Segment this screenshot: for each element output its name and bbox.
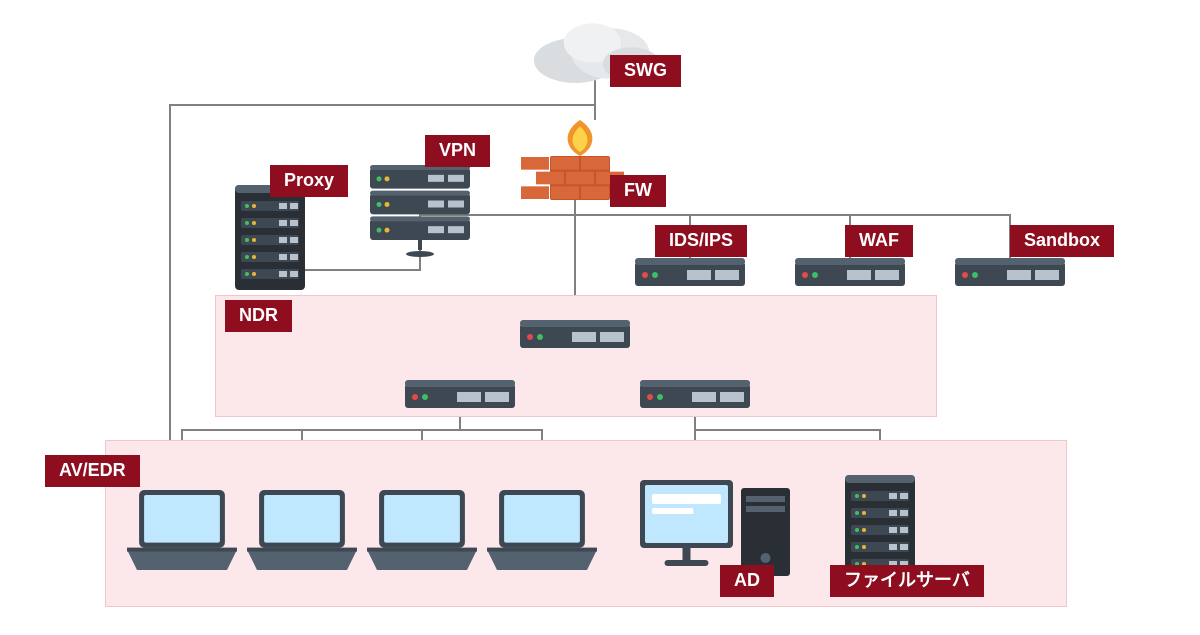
firewall-icon-firewall [550,120,610,200]
laptop-icon-lap4 [487,490,597,570]
label-proxy: Proxy [270,165,348,197]
laptop-icon-lap3 [367,490,477,570]
label-ndr: NDR [225,300,292,332]
label-swg: SWG [610,55,681,87]
rack1u-icon-sandbox [955,258,1065,286]
label-ids: IDS/IPS [655,225,747,257]
network-diagram: { "diagram": { "type": "network", "canva… [0,0,1200,635]
label-vpn: VPN [425,135,490,167]
laptop-icon-lap1 [127,490,237,570]
rack1u-icon-sw1 [520,320,630,348]
tower-icon-proxy [235,185,305,290]
label-avedr: AV/EDR [45,455,140,487]
laptop-icon-lap2 [247,490,357,570]
rack1u-icon-waf [795,258,905,286]
region-ndr [215,295,937,417]
label-fs: ファイルサーバ [830,565,984,597]
label-sandbox: Sandbox [1010,225,1114,257]
rack1u-icon-sw3 [640,380,750,408]
rackstack-icon-vpn [370,165,470,258]
label-fw: FW [610,175,666,207]
rack1u-icon-ids [635,258,745,286]
rack1u-icon-sw2 [405,380,515,408]
label-waf: WAF [845,225,913,257]
label-ad: AD [720,565,774,597]
